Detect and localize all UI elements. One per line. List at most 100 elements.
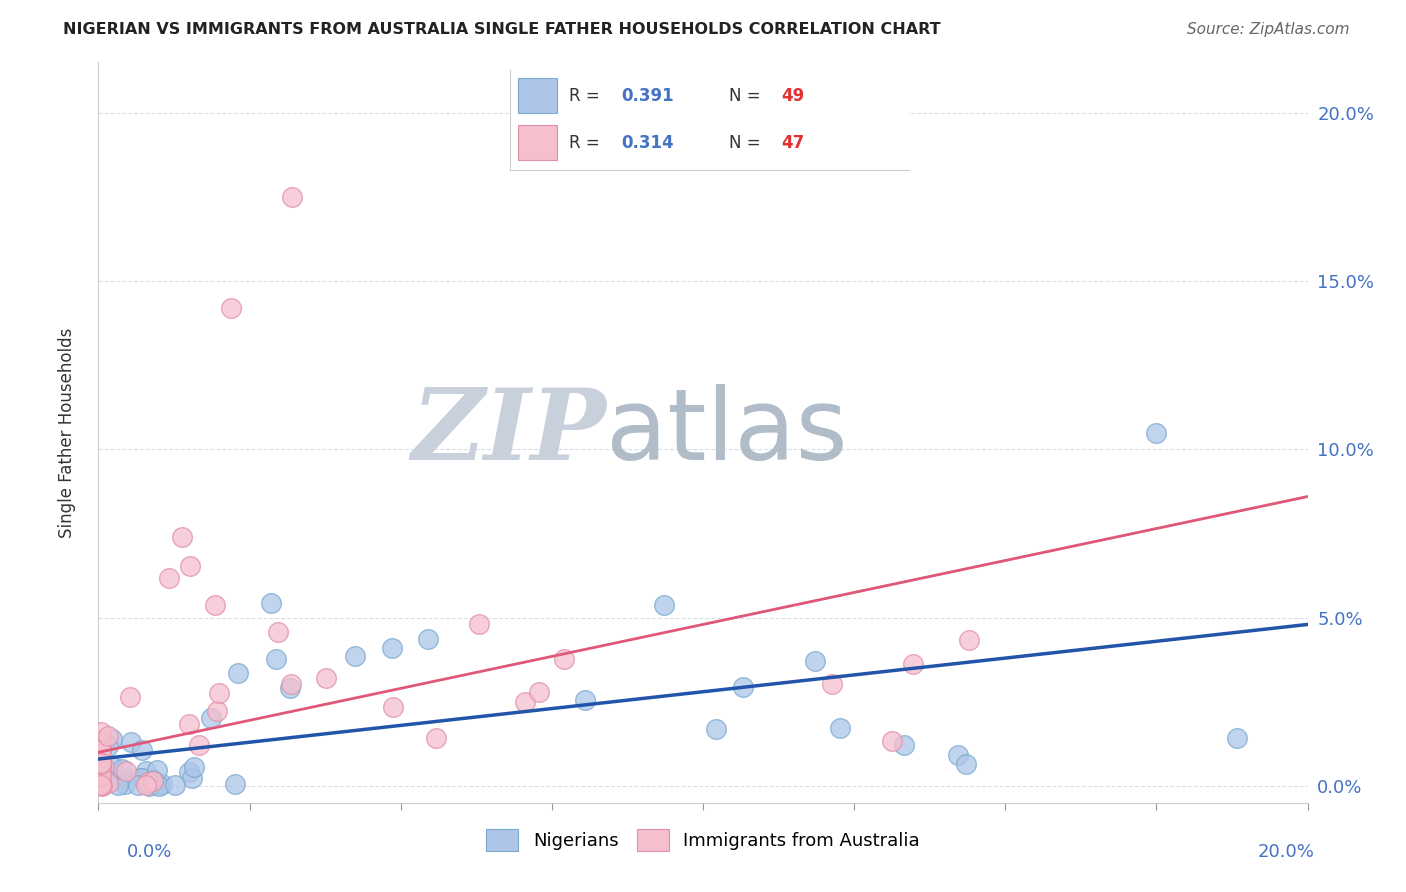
Point xyxy=(177,764,200,779)
Point xyxy=(267,624,290,639)
Point xyxy=(136,774,159,789)
Y-axis label: Single Father Households: Single Father Households xyxy=(58,327,76,538)
Point xyxy=(315,671,337,685)
Point xyxy=(948,747,970,762)
Point xyxy=(110,772,132,786)
Point xyxy=(957,632,980,647)
Point xyxy=(901,657,924,671)
Point xyxy=(90,778,112,792)
Point xyxy=(129,771,152,785)
Point xyxy=(90,769,112,783)
Point xyxy=(177,717,200,731)
Point xyxy=(90,725,112,739)
Point xyxy=(90,764,112,779)
Point xyxy=(221,301,243,315)
Point xyxy=(165,778,187,792)
Point xyxy=(118,690,141,704)
Text: NIGERIAN VS IMMIGRANTS FROM AUSTRALIA SINGLE FATHER HOUSEHOLDS CORRELATION CHART: NIGERIAN VS IMMIGRANTS FROM AUSTRALIA SI… xyxy=(63,22,941,37)
Point xyxy=(93,760,115,774)
Point xyxy=(425,731,447,746)
Point xyxy=(281,190,304,204)
Point xyxy=(652,598,675,612)
Point xyxy=(90,743,112,757)
Point xyxy=(115,764,138,779)
Point xyxy=(343,649,366,664)
Point xyxy=(200,711,222,725)
Point xyxy=(381,640,404,655)
Point xyxy=(90,779,112,793)
Point xyxy=(179,558,201,573)
Point xyxy=(513,695,536,709)
Point xyxy=(280,676,302,690)
Point xyxy=(882,733,904,747)
Text: Source: ZipAtlas.com: Source: ZipAtlas.com xyxy=(1187,22,1350,37)
Point xyxy=(90,770,112,784)
Point xyxy=(90,740,112,755)
Point xyxy=(90,762,112,776)
Point xyxy=(704,722,727,736)
Point xyxy=(90,756,112,770)
Point xyxy=(97,776,120,790)
Point xyxy=(553,652,575,666)
Point xyxy=(224,777,246,791)
Point xyxy=(143,777,166,791)
Point xyxy=(467,617,489,632)
Text: atlas: atlas xyxy=(606,384,848,481)
Point xyxy=(103,759,125,773)
Point xyxy=(574,692,596,706)
Point xyxy=(127,778,149,792)
Point xyxy=(266,652,288,666)
Point xyxy=(382,699,405,714)
Point xyxy=(142,773,165,788)
Point xyxy=(90,757,112,772)
Point xyxy=(188,738,211,752)
Point xyxy=(821,677,844,691)
Point xyxy=(148,779,170,793)
Point xyxy=(91,758,114,772)
Point xyxy=(157,571,180,585)
Point xyxy=(91,778,114,792)
Point xyxy=(90,742,112,756)
Text: ZIP: ZIP xyxy=(412,384,606,481)
Point xyxy=(208,685,231,699)
Point xyxy=(111,762,134,776)
Point xyxy=(120,735,142,749)
Point xyxy=(90,766,112,780)
Point xyxy=(733,680,755,694)
Point xyxy=(893,738,915,752)
Point xyxy=(828,721,851,735)
Point xyxy=(180,771,202,785)
Point xyxy=(97,729,120,743)
Point xyxy=(107,778,129,792)
Point xyxy=(131,743,153,757)
Point xyxy=(142,774,165,789)
Point xyxy=(90,755,112,769)
Point xyxy=(90,733,112,747)
Point xyxy=(228,666,250,681)
Text: 20.0%: 20.0% xyxy=(1258,843,1315,861)
Point xyxy=(1146,425,1168,440)
Point xyxy=(150,777,173,791)
Point xyxy=(135,778,157,792)
Point xyxy=(90,763,112,777)
Point xyxy=(260,596,283,610)
Point xyxy=(90,762,112,776)
Point xyxy=(529,685,551,699)
Point xyxy=(90,757,112,772)
Point xyxy=(955,756,977,771)
Point xyxy=(90,763,112,777)
Point xyxy=(90,777,112,791)
Point xyxy=(145,764,167,778)
Point xyxy=(204,598,226,612)
Legend: Nigerians, Immigrants from Australia: Nigerians, Immigrants from Australia xyxy=(477,821,929,861)
Point xyxy=(1226,731,1249,745)
Point xyxy=(416,632,439,647)
Point xyxy=(135,764,157,778)
Text: 0.0%: 0.0% xyxy=(127,843,172,861)
Point xyxy=(129,771,152,785)
Point xyxy=(101,732,124,747)
Point xyxy=(138,779,160,793)
Point xyxy=(207,704,229,718)
Point xyxy=(183,760,205,774)
Point xyxy=(278,681,301,695)
